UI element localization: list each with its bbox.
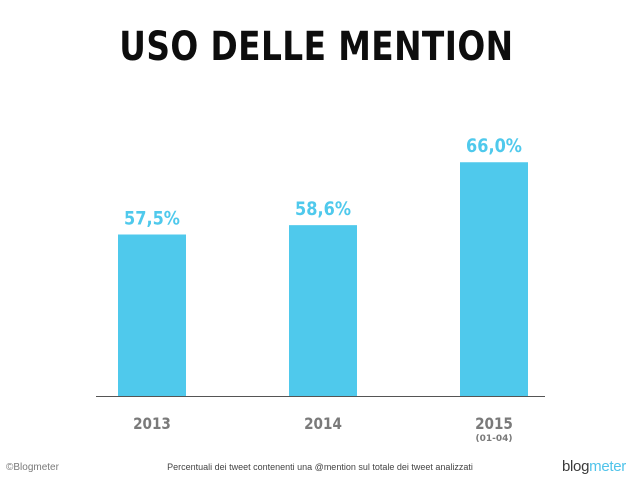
logo-text-meter: meter [589,458,626,475]
chart-title: USO DELLE MENTION [119,24,514,70]
bar-2013 [118,234,186,396]
logo-text-blog: blog [561,458,590,475]
value-label-2015: 66,0% [466,136,522,158]
value-label-2013: 57,5% [124,208,180,230]
chart-caption: Percentuali dei tweet contenenti una @me… [167,462,473,472]
x-tick-label-2014: 2014 [304,415,342,433]
x-tick-label-2013: 2013 [133,415,171,433]
bar-2014 [289,225,357,396]
value-label-2014: 58,6% [295,199,351,221]
bar-2015 [460,162,528,396]
x-tick-sublabel-2015: (01-04) [475,434,512,444]
copyright-text: ©Blogmeter [6,462,59,473]
x-tick-label-2015: 2015 [475,415,513,433]
blogmeter-logo: blogmeter [562,458,626,475]
